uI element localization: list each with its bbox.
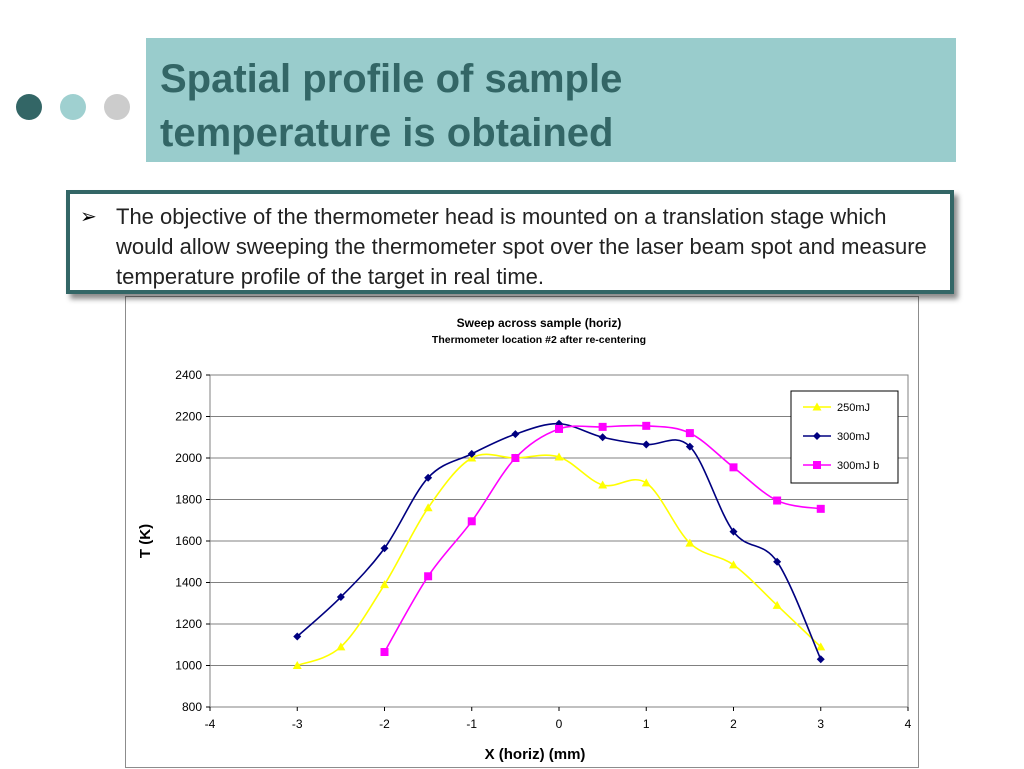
x-tick-label: -2 bbox=[379, 717, 390, 731]
y-tick-label: 1200 bbox=[175, 617, 202, 631]
data-point-250mj bbox=[554, 452, 564, 461]
data-point-300mj bbox=[336, 593, 345, 602]
data-point-300mj bbox=[816, 655, 825, 664]
x-tick-label: 3 bbox=[817, 717, 824, 731]
data-point-250mj bbox=[772, 600, 782, 609]
data-point-300mj bbox=[424, 473, 433, 482]
legend-label: 300mJ bbox=[837, 431, 870, 443]
data-point-300mj bbox=[511, 430, 520, 439]
x-tick-label: 4 bbox=[905, 717, 912, 731]
chart-title: Sweep across sample (horiz) bbox=[457, 316, 622, 330]
data-point-300mj-b bbox=[773, 496, 782, 505]
line-chart: Sweep across sample (horiz) Thermometer l… bbox=[137, 316, 912, 763]
x-tick-label: 0 bbox=[556, 717, 563, 731]
data-point-300mj-b bbox=[598, 422, 607, 431]
chart-panel: Sweep across sample (horiz) Thermometer l… bbox=[125, 296, 919, 768]
bullet-box: ➢ The objective of the thermometer head … bbox=[66, 190, 954, 294]
bullet-text: The objective of the thermometer head is… bbox=[116, 204, 927, 289]
data-point-300mj bbox=[729, 527, 738, 536]
y-tick-label: 1400 bbox=[175, 576, 202, 590]
y-tick-label: 1000 bbox=[175, 659, 202, 673]
data-point-300mj-b bbox=[729, 463, 738, 472]
legend-marker-250mj bbox=[812, 402, 822, 411]
y-tick-label: 1800 bbox=[175, 493, 202, 507]
y-tick-label: 2200 bbox=[175, 410, 202, 424]
data-point-250mj bbox=[292, 661, 302, 669]
data-point-250mj bbox=[641, 478, 651, 487]
data-point-300mj-b bbox=[816, 504, 825, 513]
data-point-300mj bbox=[293, 632, 302, 641]
data-point-300mj-b bbox=[380, 648, 389, 657]
y-axis-label: T (K) bbox=[137, 524, 154, 558]
x-axis-label: X (horiz) (mm) bbox=[485, 746, 586, 763]
y-tick-label: 800 bbox=[182, 700, 202, 714]
data-point-250mj bbox=[685, 538, 695, 547]
data-point-300mj bbox=[773, 557, 782, 566]
x-tick-label: -4 bbox=[205, 717, 216, 731]
legend-marker-300mj bbox=[813, 432, 821, 440]
y-tick-label: 2000 bbox=[175, 451, 202, 465]
series-line-300mj-b bbox=[383, 424, 821, 653]
data-point-300mj-b bbox=[467, 517, 476, 526]
data-point-300mj-b bbox=[555, 424, 563, 433]
dot-dark bbox=[16, 94, 42, 120]
data-point-250mj bbox=[380, 580, 389, 589]
x-tick-label: 1 bbox=[643, 717, 650, 731]
data-point-300mj-b bbox=[642, 421, 651, 430]
slide-title: Spatial profile of sample temperature is… bbox=[160, 57, 623, 155]
legend-label: 250mJ bbox=[837, 402, 870, 414]
bullet-arrow-icon: ➢ bbox=[80, 206, 97, 228]
data-point-250mj bbox=[729, 560, 738, 569]
dot-light bbox=[60, 94, 86, 120]
title-band bbox=[146, 38, 956, 162]
x-tick-label: 2 bbox=[730, 717, 737, 731]
y-tick-label: 1600 bbox=[175, 534, 202, 548]
y-tick-label: 2400 bbox=[175, 368, 202, 382]
data-point-300mj bbox=[467, 449, 476, 458]
legend-marker-300mj-b bbox=[813, 461, 821, 469]
data-point-300mj bbox=[555, 419, 563, 428]
data-point-300mj-b bbox=[424, 572, 433, 581]
data-point-250mj bbox=[336, 642, 346, 651]
x-tick-label: -3 bbox=[292, 717, 303, 731]
data-point-300mj bbox=[685, 442, 694, 451]
data-point-300mj bbox=[642, 440, 651, 449]
data-point-250mj bbox=[598, 480, 608, 489]
data-point-300mj-b bbox=[685, 429, 694, 438]
legend-label: 300mJ b bbox=[837, 460, 879, 472]
chart-subtitle: Thermometer location #2 after re-centeri… bbox=[432, 334, 646, 346]
data-point-300mj bbox=[598, 433, 607, 442]
decorative-dots bbox=[16, 94, 136, 120]
dot-gray bbox=[104, 94, 130, 120]
data-point-300mj bbox=[380, 544, 389, 553]
data-point-250mj bbox=[816, 642, 826, 651]
x-tick-label: -1 bbox=[466, 717, 477, 731]
data-point-250mj bbox=[423, 503, 433, 512]
data-point-300mj-b bbox=[511, 454, 520, 462]
